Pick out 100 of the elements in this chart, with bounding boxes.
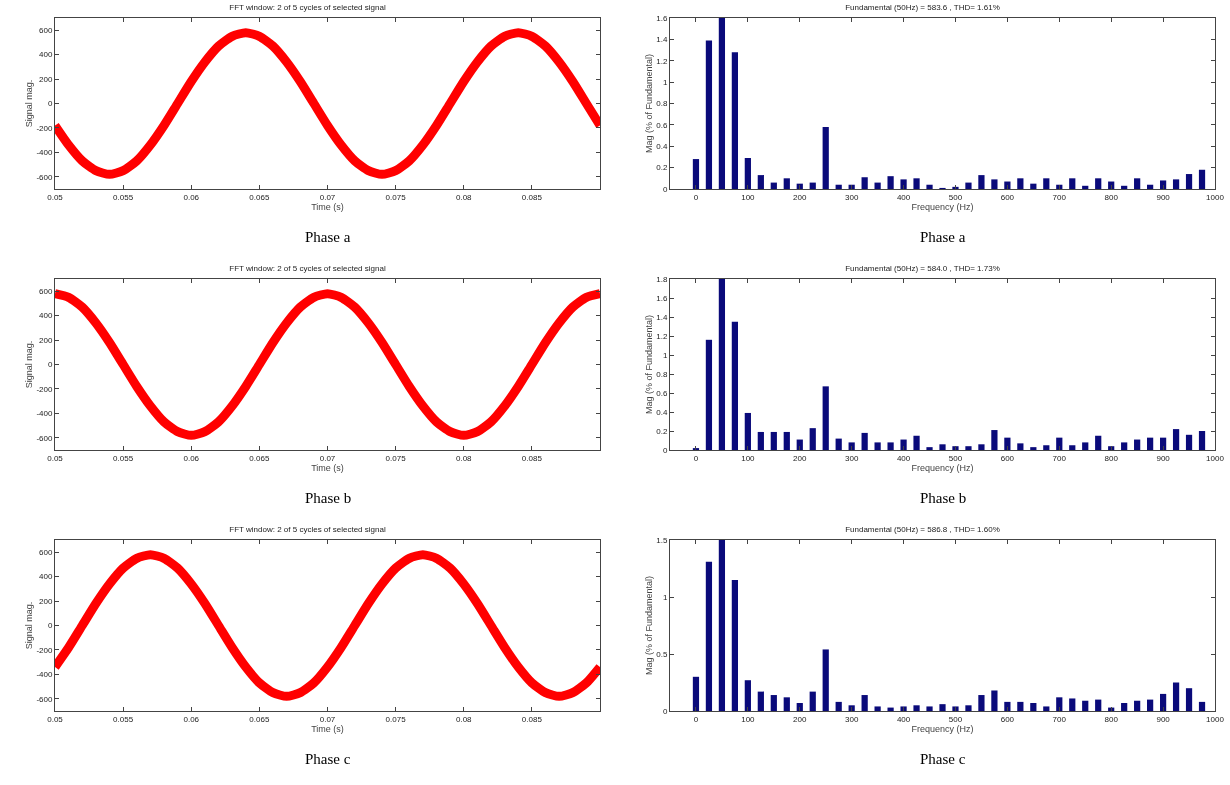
- x-tick-label: 900: [1156, 453, 1171, 463]
- y-tick-label: 400: [39, 50, 53, 60]
- bar: [692, 676, 700, 711]
- y-tick-label: 400: [39, 311, 53, 321]
- x-tick-label: 0: [693, 453, 699, 463]
- x-tick-label: 0.08: [455, 453, 473, 463]
- bar: [1172, 179, 1180, 189]
- text: Phase b: [920, 490, 967, 506]
- bar: [965, 182, 972, 189]
- chart-title: FFT window: 2 of 5 cycles of selected signal: [229, 2, 386, 12]
- bar: [1004, 437, 1011, 450]
- bar: [692, 159, 700, 189]
- x-tick-label: 0.08: [455, 192, 473, 202]
- y-tick-label: 200: [39, 74, 53, 84]
- bar: [822, 649, 829, 711]
- y-tick-label: 0.8: [656, 99, 668, 109]
- bar: [731, 52, 738, 189]
- y-tick-label: 0: [662, 184, 668, 194]
- y-tick-label: 1: [662, 350, 668, 360]
- y-tick-label: 0.6: [656, 388, 668, 398]
- y-tick-label: 1.4: [656, 35, 668, 45]
- bar: [900, 179, 907, 189]
- y-tick-label: -200: [36, 123, 53, 133]
- y-tick-label: -400: [36, 409, 53, 419]
- y-tick-label: -200: [36, 384, 53, 394]
- x-axis-title: Frequency (Hz): [911, 462, 974, 473]
- bar: [887, 176, 894, 189]
- bar: [783, 431, 790, 450]
- x-tick-label: 0.07: [319, 192, 336, 202]
- x-axis-title: Time (s): [311, 462, 344, 473]
- x-tick-label: 200: [793, 714, 807, 724]
- x-tick-label: 0.06: [183, 714, 200, 724]
- x-tick-label: 400: [896, 192, 911, 202]
- bar: [744, 412, 751, 450]
- y-tick-label: 200: [39, 335, 53, 345]
- x-tick-label: 0.07: [319, 714, 336, 724]
- bar: [900, 706, 907, 711]
- bar: [926, 447, 933, 450]
- bar: [770, 695, 777, 711]
- chart-title: Fundamental (50Hz) = 584.0 , THD= 1.73%: [845, 263, 1000, 273]
- x-axis-title: Time (s): [311, 201, 344, 212]
- y-tick-label: 0: [47, 621, 53, 631]
- bar: [1185, 174, 1193, 189]
- bar: [1017, 443, 1024, 450]
- bar: [1185, 688, 1193, 711]
- x-tick-label: 600: [1000, 192, 1015, 202]
- x-tick-label: 0.05: [47, 714, 64, 724]
- text: Phase c: [920, 751, 966, 767]
- x-tick-label: 100: [741, 192, 756, 202]
- x-tick-label: 0.055: [113, 714, 134, 724]
- bar: [1185, 434, 1193, 450]
- x-tick-label: 0.055: [113, 453, 134, 463]
- y-tick-label: 0: [662, 706, 668, 716]
- bar: [861, 432, 868, 450]
- bar: [1082, 185, 1089, 189]
- bar: [965, 446, 972, 450]
- bar: [913, 435, 920, 450]
- bar: [1095, 699, 1102, 711]
- y-tick-label: 0: [662, 445, 668, 455]
- y-tick-label: 1.6: [656, 13, 668, 23]
- bar: [1069, 698, 1076, 711]
- y-tick-label: -600: [36, 433, 53, 443]
- y-tick-label: 200: [39, 596, 53, 606]
- y-axis-title: Signal mag.: [23, 340, 34, 389]
- x-tick-label: 0.06: [183, 192, 200, 202]
- bar: [848, 442, 855, 450]
- bar: [978, 695, 985, 711]
- y-tick-label: 1.6: [656, 293, 668, 303]
- bar: [705, 40, 713, 189]
- bar: [1043, 445, 1050, 450]
- y-tick-label: 0.6: [656, 120, 668, 130]
- bar: [874, 442, 881, 450]
- y-tick-label: 600: [39, 548, 53, 558]
- bar: [731, 579, 738, 711]
- x-tick-label: 500: [948, 453, 963, 463]
- bar: [1017, 178, 1024, 189]
- bar: [991, 179, 998, 189]
- x-tick-label: 0.085: [521, 453, 543, 463]
- x-tick-label: 800: [1104, 714, 1119, 724]
- text: Phase b: [305, 490, 352, 506]
- bar: [952, 706, 959, 711]
- x-tick-label: 0.07: [319, 453, 336, 463]
- bar: [1147, 699, 1154, 711]
- x-tick-label: 300: [844, 192, 859, 202]
- x-tick-label: 700: [1052, 192, 1067, 202]
- bar: [1004, 181, 1011, 189]
- y-tick-label: 0: [47, 99, 53, 109]
- bar: [952, 186, 959, 189]
- chart-title: FFT window: 2 of 5 cycles of selected signal: [229, 263, 386, 273]
- bar: [809, 428, 816, 450]
- x-tick-label: 0.075: [385, 192, 407, 202]
- x-tick-label: 800: [1104, 453, 1119, 463]
- bar: [1134, 439, 1141, 450]
- x-tick-label: 500: [948, 192, 963, 202]
- x-axis-title: Frequency (Hz): [911, 723, 974, 734]
- y-tick-label: 1: [662, 77, 668, 87]
- bar: [1030, 703, 1037, 711]
- bar: [1082, 700, 1089, 711]
- y-axis-title: Mag (% of Fundamental): [643, 53, 654, 154]
- x-axis-title: Frequency (Hz): [911, 201, 974, 212]
